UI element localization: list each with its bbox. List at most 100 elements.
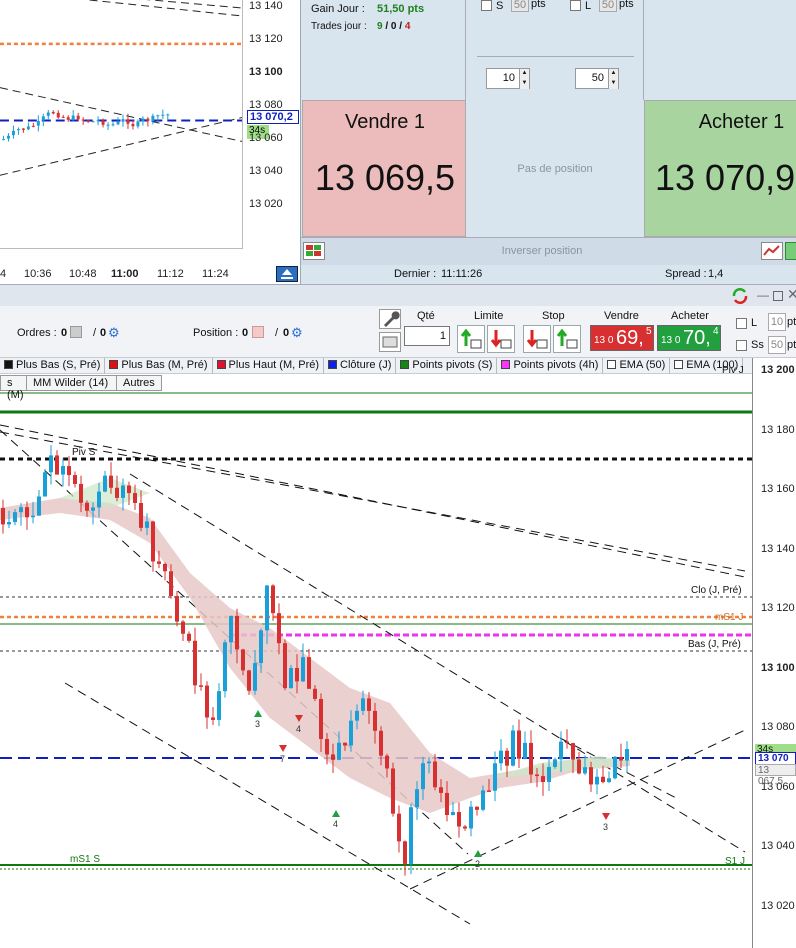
last-label: Dernier : xyxy=(394,268,437,280)
buy-small: 13 0 xyxy=(661,335,681,346)
candle-body xyxy=(619,756,623,761)
candle-body xyxy=(535,774,539,777)
legend-tab[interactable]: MM Wilder (14) xyxy=(26,375,117,391)
l-value[interactable]: 50 xyxy=(599,0,617,12)
candle-body xyxy=(175,596,179,622)
l-value[interactable]: 10 xyxy=(768,313,786,331)
s-checkbox[interactable] xyxy=(481,0,492,11)
legend-item[interactable]: Plus Bas (M, Pré) xyxy=(105,358,213,374)
gear-icon[interactable]: ⚙ xyxy=(291,325,303,340)
candle-body xyxy=(571,743,575,760)
market-sell-button[interactable]: 13 0 69, 5 xyxy=(590,325,654,351)
main-price-chart[interactable]: 3 4 7 4 2 3 xyxy=(0,358,752,948)
signal-count: 4 xyxy=(296,724,301,734)
sell-limit-button[interactable] xyxy=(487,325,515,353)
l-checkbox[interactable] xyxy=(736,318,747,329)
keypad-icon[interactable] xyxy=(379,332,401,352)
minimize-icon[interactable]: — xyxy=(757,288,769,302)
candle-body xyxy=(397,813,401,842)
candle-body xyxy=(91,507,95,511)
maximize-icon[interactable] xyxy=(773,291,783,301)
sell-stop-button[interactable] xyxy=(523,325,551,353)
legend-swatch xyxy=(4,360,13,369)
wrench-icon[interactable] xyxy=(379,309,401,329)
ss-value[interactable]: 50 xyxy=(768,336,786,354)
candle-body xyxy=(277,613,281,644)
candle-body xyxy=(427,761,431,764)
candle-body xyxy=(199,685,203,687)
candle-body xyxy=(313,688,317,699)
candle-body xyxy=(127,485,131,494)
legend-tab[interactable]: s (M) xyxy=(0,375,27,401)
buy-stop-button[interactable] xyxy=(553,325,581,353)
trades-win: 9 xyxy=(377,21,383,32)
mini-candle xyxy=(1,139,5,141)
orders-label: Ordres : xyxy=(17,327,57,339)
spread-value: 1,4 xyxy=(708,268,724,280)
legend-label: EMA (100) xyxy=(686,359,739,371)
candle-body xyxy=(145,521,149,528)
mini-candle xyxy=(91,121,95,123)
legend-item[interactable]: Plus Bas (S, Pré) xyxy=(0,358,106,374)
s-value[interactable]: 50 xyxy=(511,0,529,12)
gear-icon[interactable]: ⚙ xyxy=(108,325,120,340)
spin-down-icon[interactable]: ▼ xyxy=(519,79,529,89)
reverse-bar: Inverser position xyxy=(301,237,796,265)
mini-x-tick: 11:24 xyxy=(202,268,229,280)
reverse-position-button[interactable]: Inverser position xyxy=(501,245,583,257)
l-checkbox[interactable] xyxy=(570,0,581,11)
sell-price: 13 069,5 xyxy=(314,157,456,198)
legend-item[interactable]: EMA (50) xyxy=(603,358,671,374)
legend-item[interactable]: Points pivots (4h) xyxy=(497,358,604,374)
cancel-orders-icon[interactable] xyxy=(70,326,82,338)
market-buy-button[interactable]: 13 0 70, 4 xyxy=(657,325,721,351)
qty-input[interactable]: 1 xyxy=(404,326,450,346)
mini-x-tick: 10:48 xyxy=(69,268,97,280)
sell-stop-icon xyxy=(526,330,548,349)
spin-up-icon[interactable]: ▲ xyxy=(519,69,529,79)
spread-label: Spread : xyxy=(665,268,707,280)
candle-body xyxy=(469,806,473,829)
mini-timer-tag: 34s xyxy=(247,125,269,139)
mini-y-tick: 13 100 xyxy=(249,66,283,78)
candle-body xyxy=(307,657,311,689)
legend-swatch xyxy=(328,360,338,369)
mini-candle xyxy=(66,117,70,120)
close-position-icon[interactable] xyxy=(252,326,264,338)
legend-tab[interactable]: Autres xyxy=(116,375,162,391)
sync-icon[interactable] xyxy=(730,287,750,305)
sell-button[interactable]: Vendre 1 13 069,5 xyxy=(302,100,466,237)
ss-checkbox[interactable] xyxy=(736,340,747,351)
s-label: S xyxy=(496,0,504,12)
candle-body xyxy=(79,483,83,503)
qty-left-stepper[interactable]: 10 ▲ ▼ xyxy=(486,68,530,89)
mini-candle xyxy=(146,118,150,121)
main-signals: 3 4 7 4 2 3 xyxy=(254,710,610,869)
grid-menu-icon[interactable] xyxy=(303,242,325,260)
trend-line xyxy=(129,473,746,853)
legend-item[interactable]: Points pivots (S) xyxy=(396,358,498,374)
buy-button[interactable]: Acheter 1 13 070,9 xyxy=(644,100,796,237)
candle-body xyxy=(1,508,5,525)
close-icon[interactable]: ✕ xyxy=(787,286,796,302)
z-icon[interactable] xyxy=(785,242,796,260)
candle-body xyxy=(403,841,407,864)
legend-item[interactable]: EMA (100) xyxy=(670,358,744,374)
spin-down-icon[interactable]: ▼ xyxy=(608,79,618,89)
clo-label: Clo (J, Pré) xyxy=(691,585,742,596)
candle-body xyxy=(595,776,599,785)
buy-limit-button[interactable] xyxy=(457,325,485,353)
buy-limit-icon xyxy=(460,328,482,349)
scroll-end-button[interactable] xyxy=(276,266,298,282)
mini-candle xyxy=(126,119,130,124)
sell-title: Vendre 1 xyxy=(344,111,426,133)
legend-item[interactable]: Clôture (J) xyxy=(324,358,397,374)
spin-up-icon[interactable]: ▲ xyxy=(608,69,618,79)
candle-body xyxy=(343,742,347,746)
signal-up-arrow-icon xyxy=(254,710,262,717)
legend-item[interactable]: Plus Haut (M, Pré) xyxy=(213,358,325,374)
chart-trade-icon[interactable] xyxy=(761,242,783,260)
qty-right-stepper[interactable]: 50 ▲ ▼ xyxy=(575,68,619,89)
legend-label: Points pivots (S) xyxy=(412,359,493,371)
qty-right-value: 50 xyxy=(591,72,604,84)
